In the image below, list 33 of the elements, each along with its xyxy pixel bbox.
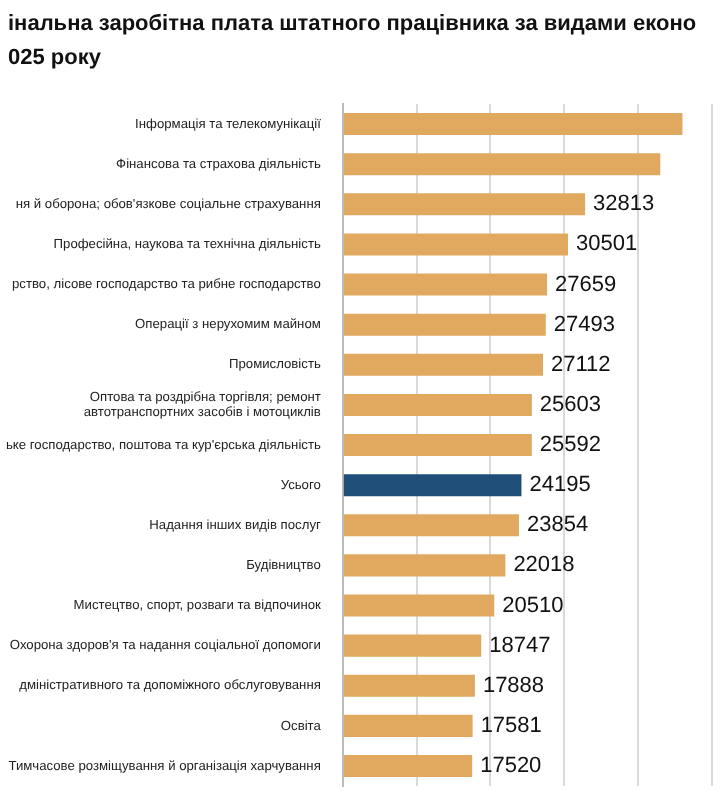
bar [343,714,473,737]
data-label: 20510 [502,593,564,618]
bar [343,353,543,376]
bar [343,594,495,617]
bar [343,193,586,216]
bar [343,313,546,336]
data-label: 22018 [513,553,575,578]
bar [343,434,532,457]
bar [343,514,519,537]
bar [343,393,532,416]
data-label: 17520 [480,754,542,779]
data-label: 25603 [539,392,602,417]
bar [343,153,661,176]
bar [343,674,475,697]
bar [343,273,548,296]
bar [343,233,569,256]
data-label: 17888 [482,673,545,698]
data-label: 18747 [489,633,551,658]
data-label: 24195 [529,473,591,498]
chart-title: інальна заробітна плата штатного працівника за видами еконо 025 року [6,10,699,74]
bar [343,113,683,136]
data-label: 23854 [526,513,589,538]
data-label: 30501 [576,232,638,257]
data-label: 27112 [551,352,611,377]
bar [343,634,482,657]
data-label: 27493 [553,312,615,337]
bar [343,554,506,577]
bar [343,754,473,778]
bar [343,474,522,497]
data-label: 25592 [539,433,601,458]
data-label: 17581 [480,713,542,738]
data-label: 27659 [555,272,617,297]
data-label: 32813 [593,192,655,217]
